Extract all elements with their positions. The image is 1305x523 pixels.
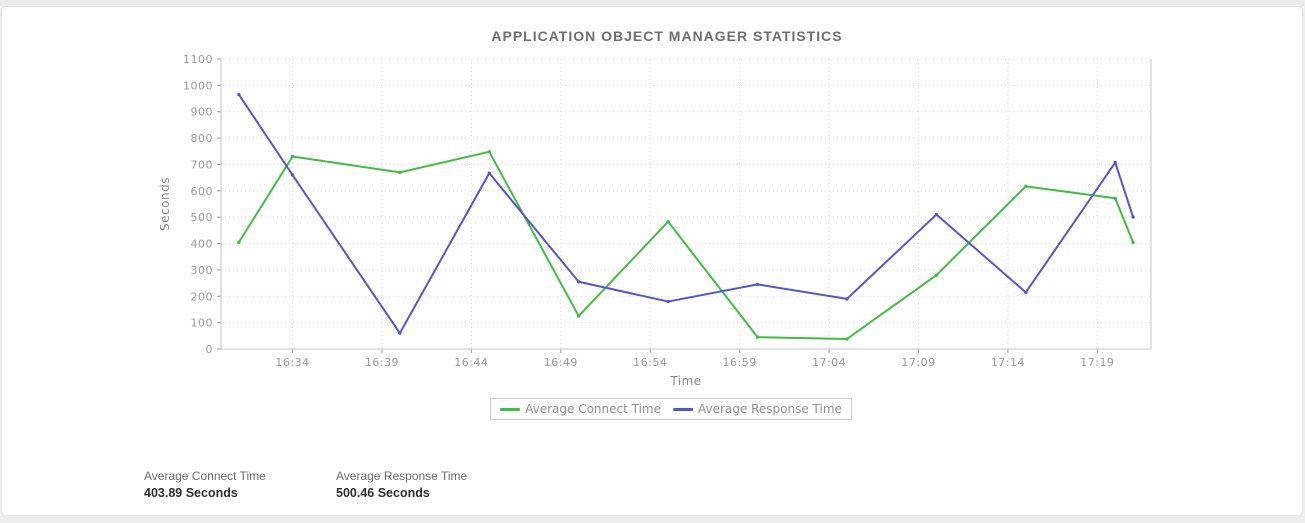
summary-response-time: Average Response Time 500.46 Seconds xyxy=(336,469,467,500)
x-tick-label: 17:04 xyxy=(812,356,846,369)
data-point xyxy=(1113,196,1117,200)
data-point xyxy=(487,171,491,175)
y-tick-label: 500 xyxy=(191,211,214,224)
x-tick-label: 16:49 xyxy=(544,356,578,369)
summary-connect-label: Average Connect Time xyxy=(144,469,266,483)
x-tick-label: 16:44 xyxy=(454,356,488,369)
data-point xyxy=(398,170,402,175)
y-tick-label: 800 xyxy=(191,132,214,145)
summary-connect-time: Average Connect Time 403.89 Seconds xyxy=(144,469,266,500)
y-axis-title: Seconds xyxy=(158,177,172,231)
x-tick-label: 16:59 xyxy=(723,356,757,369)
data-point xyxy=(934,212,939,217)
legend-item[interactable]: Average Connect Time xyxy=(500,402,661,416)
data-point xyxy=(755,282,760,287)
data-point xyxy=(290,154,295,159)
series-line xyxy=(237,150,1135,340)
y-tick-label: 1000 xyxy=(183,79,213,92)
data-point xyxy=(666,299,670,304)
summary-connect-value: 403.89 Seconds xyxy=(144,486,238,500)
data-point xyxy=(1131,240,1135,245)
y-tick-label: 1100 xyxy=(183,53,213,66)
data-point xyxy=(290,173,295,177)
data-point xyxy=(237,92,241,97)
y-tick-label: 700 xyxy=(191,158,214,171)
data-point xyxy=(845,337,849,341)
legend-line-swatch xyxy=(500,407,521,411)
legend-label: Average Connect Time xyxy=(525,402,661,416)
line-chart: 0 100 200 300 400 500 600 700 800 900 1000 1100 16:3… xyxy=(158,53,1152,388)
data-point xyxy=(576,280,581,284)
y-tick-label: 400 xyxy=(191,238,214,251)
legend-label: Average Response Time xyxy=(697,402,842,416)
data-point xyxy=(845,297,849,301)
data-point xyxy=(666,219,670,224)
summary-response-label: Average Response Time xyxy=(336,469,468,483)
x-tick-label: 17:14 xyxy=(991,356,1025,369)
y-tick-label: 0 xyxy=(206,343,214,356)
data-point xyxy=(1131,215,1135,219)
summary-response-value: 500.46 Seconds xyxy=(336,486,430,500)
data-point xyxy=(576,314,581,318)
x-tick-label: 16:39 xyxy=(365,356,399,369)
y-tick-label: 100 xyxy=(191,317,214,330)
x-tick-label: 17:09 xyxy=(901,356,935,369)
series-line xyxy=(237,93,1135,335)
chart-legend: Average Connect Time Average Response Tim… xyxy=(490,398,852,420)
data-point xyxy=(237,240,241,244)
x-tick-label: 16:34 xyxy=(275,356,309,369)
x-tick-label: 16:54 xyxy=(633,356,667,369)
y-tick-label: 600 xyxy=(191,185,214,198)
data-point xyxy=(398,331,402,335)
data-point xyxy=(1024,184,1028,189)
chart-title: APPLICATION OBJECT MANAGER STATISTICS xyxy=(491,28,843,44)
x-axis-title: Time xyxy=(669,374,701,388)
y-tick-label: 200 xyxy=(191,290,214,303)
y-tick-label: 900 xyxy=(191,106,214,119)
data-point xyxy=(1024,290,1028,295)
x-tick-label: 17:19 xyxy=(1080,356,1114,369)
data-point xyxy=(755,335,760,339)
legend-item[interactable]: Average Response Time xyxy=(672,402,842,416)
data-point xyxy=(934,273,939,277)
data-point xyxy=(1113,160,1117,165)
data-point xyxy=(487,150,491,154)
chart-card: APPLICATION OBJECT MANAGER STATISTICS 0 1… xyxy=(1,6,1303,516)
legend-line-swatch xyxy=(672,407,693,411)
y-tick-label: 300 xyxy=(191,264,214,277)
